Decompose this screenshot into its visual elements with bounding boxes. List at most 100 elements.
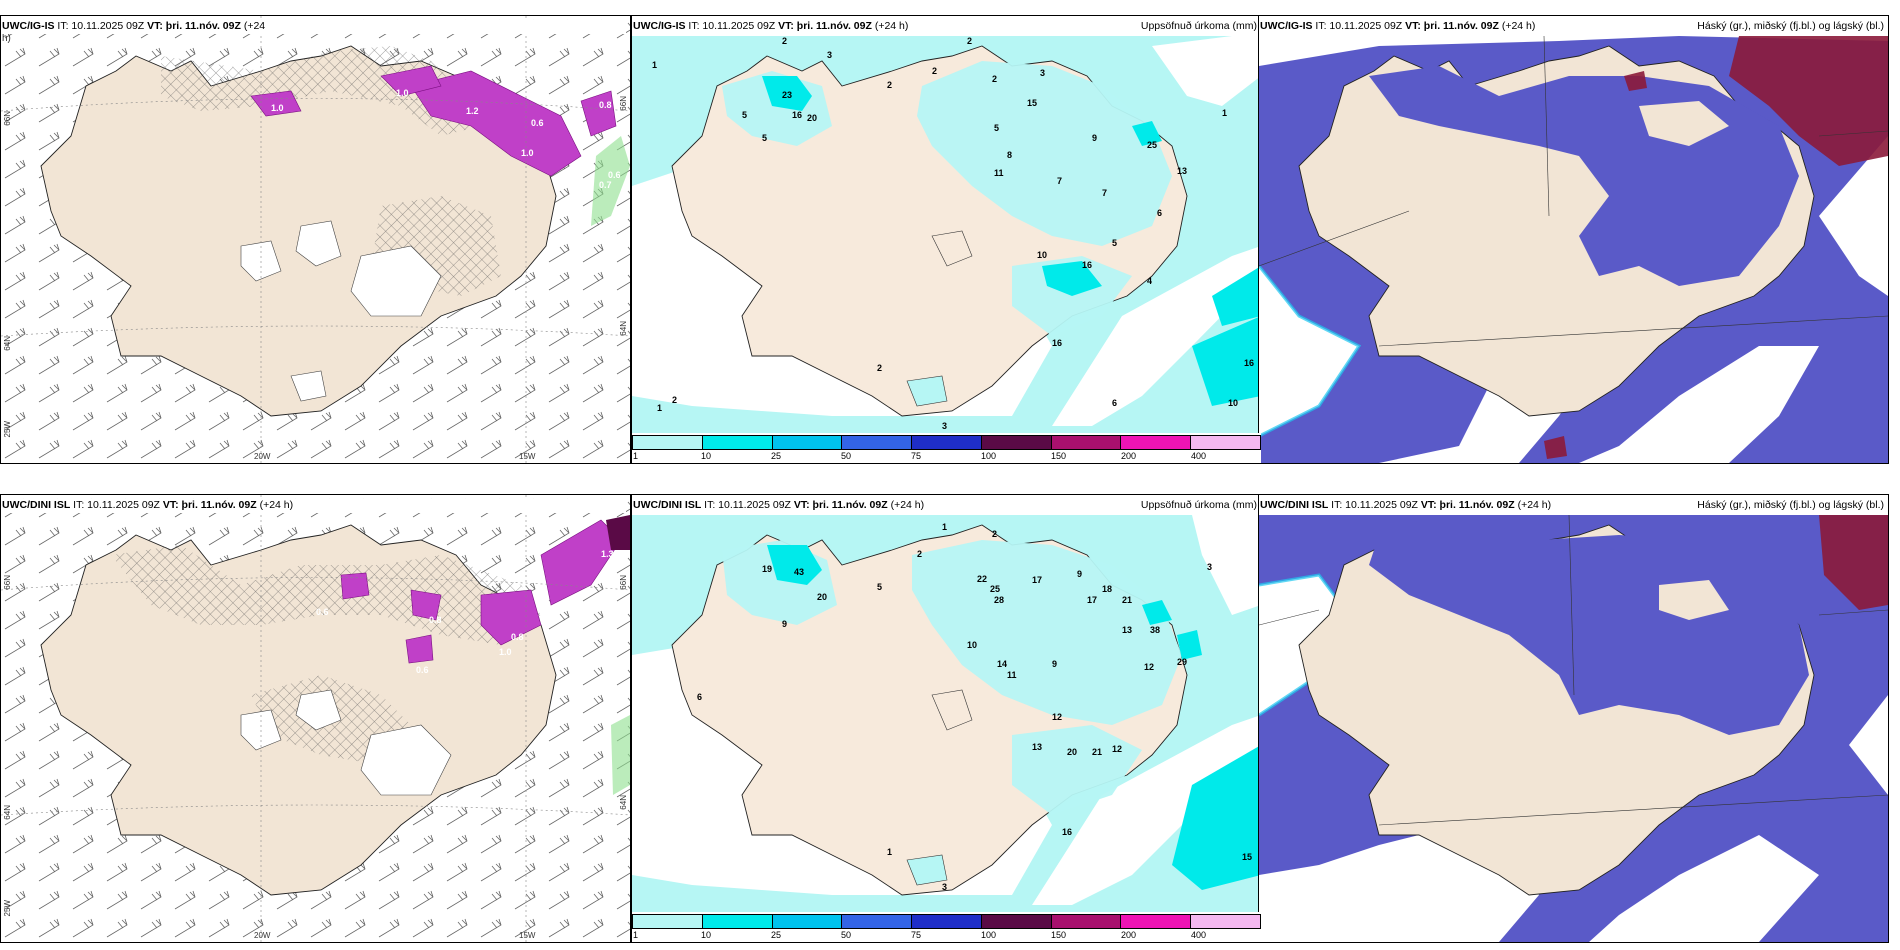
legend-swatch-100	[981, 436, 1052, 449]
precip-value-label: 20	[807, 113, 817, 123]
legend-tick: 75	[911, 451, 922, 461]
precip-heavy-ne	[1132, 121, 1162, 146]
lat-label-66n-right: 66N	[619, 575, 628, 590]
wind-gust-value-label: 0.8	[429, 615, 442, 625]
legend-tick: 1	[633, 451, 639, 461]
precip-value-label: 3	[1040, 68, 1045, 78]
valid-time: VT: þri. 11.nóv. 09Z	[1420, 499, 1515, 511]
wind-gust-value-label: 1.2	[466, 106, 479, 116]
precip-heavy-nw	[767, 545, 822, 585]
wind-gust-value-label: 0.6	[416, 665, 429, 675]
precip-value-label: 20	[1067, 747, 1077, 757]
precip-value-label: 16	[1052, 338, 1062, 348]
precip-map-header-2: UWC/DINI ISL IT: 10.11.2025 09Z VT: þri.…	[633, 499, 1257, 513]
precip-value-label: 2	[917, 549, 922, 559]
precip-value-label: 16	[1062, 827, 1072, 837]
precip-value-label: 2	[992, 529, 997, 539]
legend-swatch-10	[702, 436, 773, 449]
precip-value-label: 13	[1177, 166, 1187, 176]
wind-gust-value-label: 1.0	[499, 647, 512, 657]
valid-time: VT: þri. 11.nóv. 09Z	[793, 499, 888, 511]
precip-value-label: 9	[1052, 659, 1057, 669]
precip-clear-se	[1032, 715, 1261, 905]
precip-value-label: 5	[762, 133, 767, 143]
legend-swatch-75	[912, 436, 982, 449]
precip-value-label: 43	[794, 567, 804, 577]
wind-gust-purple-4	[340, 572, 370, 600]
legend-swatch-200	[1121, 436, 1192, 449]
precip-value-label: 1	[1222, 108, 1227, 118]
init-time: IT: 10.11.2025 09Z	[1331, 499, 1418, 511]
cloud-map-panel-2: UWC/DINI ISL IT: 10.11.2025 09Z VT: þri.…	[1258, 494, 1889, 943]
precip-legend-1: 1 10 25 50 75 100 150 200 400	[632, 433, 1261, 463]
wind-gust-purple-5	[405, 634, 434, 664]
high-cloud-small	[1624, 71, 1647, 91]
lon-label-25w: 25W	[3, 900, 12, 917]
precip-value-label: 2	[992, 74, 997, 84]
lon-label-15w: 15W	[519, 452, 536, 461]
precip-value-label: 16	[1082, 260, 1092, 270]
high-cloud-ne	[1729, 36, 1888, 166]
legend-swatch-10	[702, 915, 773, 928]
precip-clear-ne	[1152, 36, 1261, 106]
cloud-product-title: Háský (gr.), miðský (fj.bl.) og lágský (…	[1697, 499, 1884, 511]
projection-line	[1568, 514, 1575, 696]
cloud-map-panel-1: UWC/IG-IS IT: 10.11.2025 09Z VT: þri. 11…	[1258, 15, 1889, 464]
wind-value-labels: 0.6 0.8 1.3 0.8 1.0 0.6	[316, 549, 614, 675]
precip-north-region	[917, 61, 1172, 246]
wind-gust-dark	[606, 515, 630, 550]
precip-value-label: 15	[1027, 98, 1037, 108]
projection-line	[1259, 210, 1410, 267]
glacier-outline-2	[906, 375, 948, 407]
legend-swatch-100	[981, 915, 1052, 928]
precip-value-label: 10	[967, 640, 977, 650]
lat-label-66n: 66N	[3, 575, 12, 590]
lon-label-15w: 15W	[519, 931, 536, 940]
valid-time: VT: þri. 11.nóv. 09Z	[1405, 20, 1499, 32]
lead-time: (+24 h)	[1517, 499, 1552, 511]
precip-value-label: 1	[887, 847, 892, 857]
legend-tick: 10	[701, 451, 712, 461]
glacier-outline-2	[906, 854, 948, 886]
precip-map-panel-2: 1 2 2 19 43 20 9 5 22 25 28 17 9 18 17 21 38 13 29 12 10 14 11…	[631, 494, 1262, 943]
precip-value-label: 4	[1147, 276, 1152, 286]
precip-value-label: 10	[1037, 250, 1047, 260]
projection-line	[1818, 609, 1888, 616]
precip-value-label: 2	[672, 395, 677, 405]
precip-clear-ne	[1192, 515, 1261, 615]
land-clear-north	[1639, 101, 1729, 146]
precip-value-label: 9	[782, 619, 787, 629]
model-name: UWC/DINI ISL	[2, 499, 71, 511]
wind-map-1: 1.01.20.61.01.00.80.60.7	[1, 16, 630, 463]
precip-value-label: 6	[697, 692, 702, 702]
precip-value-label: 23	[782, 90, 792, 100]
lead-time: (+24 h)	[1501, 20, 1536, 32]
projection-line	[1818, 130, 1888, 137]
precip-value-label: 25	[990, 584, 1000, 594]
legend-swatch-400	[1191, 915, 1261, 928]
lead-time-cont: h)	[2, 33, 11, 44]
high-cloud-south	[1544, 436, 1567, 459]
model-name: UWC/IG-IS	[1260, 20, 1313, 32]
init-time: IT: 10.11.2025 09Z	[1315, 20, 1403, 32]
wind-gust-value-label: 0.8	[599, 100, 612, 110]
lat-label-64n: 64N	[3, 336, 12, 351]
glacier-white-2	[295, 220, 342, 267]
wind-gust-value-label: 1.3	[601, 549, 614, 559]
precip-value-label: 3	[827, 50, 832, 60]
parallel-64n	[1, 325, 630, 337]
precip-value-label: 17	[1087, 595, 1097, 605]
wind-map-2: 0.6 0.8 1.3 0.8 1.0 0.6	[1, 495, 630, 942]
wind-gust-purple-4	[250, 90, 302, 117]
wind-gust-purple-1	[540, 519, 622, 606]
low-cloud-light-edge	[1259, 265, 1362, 438]
wind-gust-value-label: 1.0	[396, 88, 409, 98]
legend-swatch-1	[633, 915, 703, 928]
precip-heavy-east	[1177, 630, 1202, 660]
projection-line	[1543, 35, 1550, 217]
precip-value-label: 1	[652, 60, 657, 70]
model-name: UWC/IG-IS	[2, 20, 55, 32]
lat-label-66n-right: 66N	[619, 96, 628, 111]
